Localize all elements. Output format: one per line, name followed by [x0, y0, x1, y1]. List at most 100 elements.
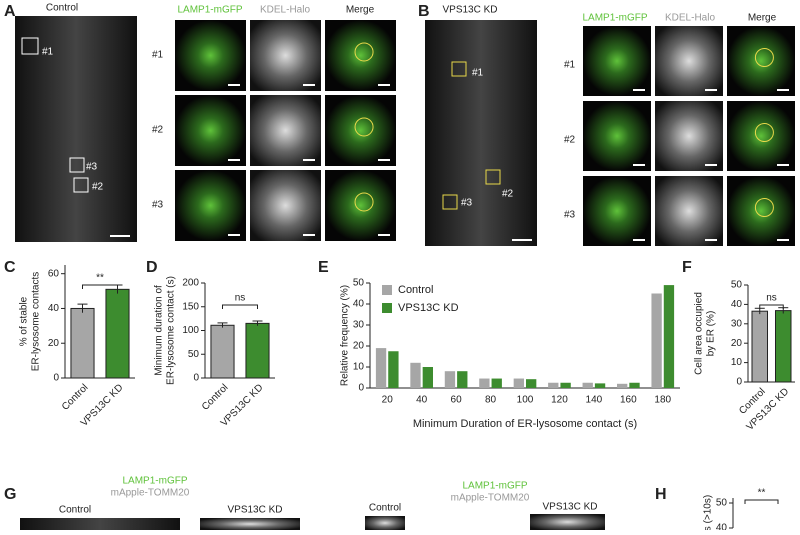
x-axis-label: Minimum Duration of ER-lysosome contact … [413, 418, 637, 430]
panel-label: C [4, 259, 16, 276]
channel-label: Merge [346, 5, 375, 16]
x-tick-label: Control [60, 382, 91, 413]
channel-label: KDEL-Halo [260, 5, 310, 16]
bar [751, 310, 769, 383]
roi-label: #3 [86, 162, 98, 173]
roi-label: #2 [502, 189, 514, 200]
y-tick-label: 150 [182, 301, 199, 312]
panel-label: H [655, 486, 667, 503]
y-tick-label: 10 [731, 357, 743, 368]
y-tick-label: 20 [731, 338, 743, 349]
micrograph [175, 95, 246, 166]
significance-bracket [744, 499, 779, 504]
y-tick-label: 0 [53, 373, 59, 384]
y-axis-label: % of stable [19, 296, 30, 346]
bar [594, 383, 606, 388]
bar [651, 293, 662, 388]
x-tick-label: 140 [586, 395, 603, 406]
channel-label: KDEL-Halo [665, 13, 715, 24]
y-axis-label: Cell area occupied [694, 292, 705, 375]
micrograph [250, 170, 321, 241]
significance-label: ns [235, 293, 246, 304]
channel-label: LAMP1-mGFP [462, 481, 527, 492]
micrograph [250, 20, 321, 91]
bar [526, 379, 537, 388]
bar [375, 348, 387, 388]
y-tick-label: 30 [731, 318, 743, 329]
legend-swatch [382, 285, 392, 295]
micrograph [325, 95, 396, 166]
y-axis-label: ER-lysosome contact (s) [166, 276, 177, 385]
contact-outline [754, 123, 774, 142]
contact-outline [754, 48, 774, 67]
bar [663, 285, 675, 388]
condition-label: VPS13C KD [227, 505, 282, 516]
row-label: #3 [152, 200, 164, 211]
significance-bracket [82, 284, 118, 289]
x-tick-label: 40 [416, 395, 428, 406]
bar [774, 310, 792, 383]
panel-label: F [682, 259, 692, 276]
bar [388, 351, 399, 388]
x-tick-label: 80 [485, 395, 497, 406]
y-tick-label: 30 [353, 320, 365, 331]
y-tick-label: 20 [353, 341, 365, 352]
significance-bracket [222, 304, 258, 309]
y-axis-label: Relative frequency (%) [340, 285, 351, 386]
strip-image [365, 516, 405, 530]
row-label: #1 [564, 60, 576, 71]
y-tick-label: 40 [353, 299, 365, 310]
roi-box [451, 61, 467, 77]
roi-label: #2 [92, 182, 104, 193]
strip-image [530, 514, 605, 530]
y-tick-label: 20 [48, 338, 60, 349]
micrograph [655, 176, 723, 246]
micrograph [727, 176, 795, 246]
roi-box [69, 157, 85, 173]
channel-label: mApple-TOMM20 [111, 488, 190, 499]
panel-label: B [418, 3, 430, 20]
roi-label: #1 [472, 68, 484, 79]
bar [479, 378, 490, 388]
significance-label: ** [758, 488, 766, 499]
micrograph [325, 20, 396, 91]
x-tick-label: 100 [517, 395, 534, 406]
micrograph [727, 26, 795, 96]
micrograph [583, 101, 651, 171]
roi-label: #3 [461, 198, 473, 209]
significance-label: ns [766, 293, 777, 304]
y-tick-label: 50 [716, 498, 728, 509]
y-tick-label: 0 [193, 373, 199, 384]
contact-outline [354, 117, 374, 137]
bar [210, 324, 235, 379]
roi-box [21, 37, 39, 55]
y-tick-label: 100 [182, 325, 199, 336]
bar [617, 383, 628, 388]
y-axis-label: s (>10s) [703, 495, 714, 530]
bar [457, 371, 468, 388]
micrograph [727, 101, 795, 171]
micrograph [250, 95, 321, 166]
micrograph-tiles [175, 20, 795, 246]
y-tick-label: 40 [716, 523, 728, 530]
roi-box [442, 194, 458, 210]
x-tick-label: 120 [551, 395, 568, 406]
y-tick-label: 0 [736, 377, 742, 388]
x-tick-label: 160 [620, 395, 637, 406]
bar [422, 367, 433, 388]
strip-image [20, 518, 180, 530]
y-tick-label: 10 [353, 362, 365, 373]
y-tick-label: 60 [48, 268, 60, 279]
bar [548, 382, 559, 388]
micrograph [325, 170, 396, 241]
condition-label: Control [369, 503, 401, 514]
y-tick-label: 50 [188, 349, 200, 360]
legend-label: Control [398, 284, 433, 296]
y-axis-label: Minimum duration of [154, 285, 165, 376]
channel-label: LAMP1-mGFP [582, 13, 647, 24]
bar [410, 362, 421, 388]
micrograph [655, 101, 723, 171]
cell-title: VPS13C KD [442, 5, 497, 16]
panel-label: E [318, 259, 329, 276]
